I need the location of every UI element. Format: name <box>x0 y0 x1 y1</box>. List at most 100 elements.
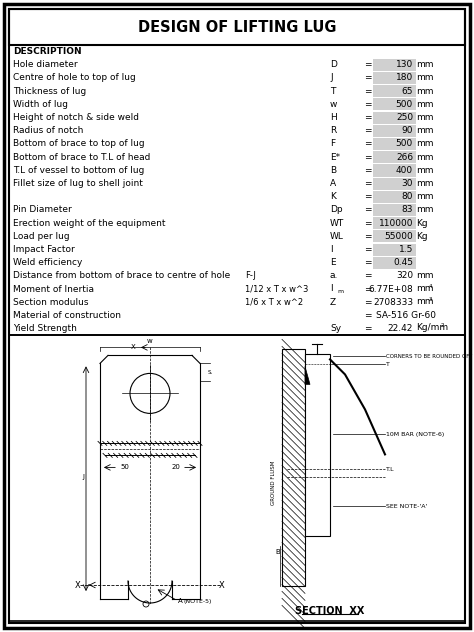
Bar <box>373 138 416 150</box>
Bar <box>373 191 416 203</box>
Text: 266: 266 <box>396 153 413 162</box>
Text: =: = <box>364 219 372 228</box>
Text: mm: mm <box>416 126 434 135</box>
Text: Z: Z <box>330 298 336 307</box>
Text: WT: WT <box>330 219 344 228</box>
Text: =: = <box>364 272 372 281</box>
Text: 55000: 55000 <box>384 232 413 241</box>
Bar <box>373 125 416 137</box>
Text: Distance from bottom of brace to centre of hole: Distance from bottom of brace to centre … <box>13 272 230 281</box>
Text: DESCRIPTION: DESCRIPTION <box>13 47 82 56</box>
Text: 400: 400 <box>396 166 413 175</box>
Text: R: R <box>330 126 336 135</box>
Text: SEE NOTE-'A': SEE NOTE-'A' <box>386 504 428 509</box>
Text: Hole diameter: Hole diameter <box>13 60 78 70</box>
Bar <box>282 349 305 586</box>
Text: X: X <box>75 581 81 590</box>
Text: Load per lug: Load per lug <box>13 232 70 241</box>
Text: mm: mm <box>416 166 434 175</box>
Text: 83: 83 <box>401 205 413 214</box>
Text: mm: mm <box>416 272 434 281</box>
Text: Material of construction: Material of construction <box>13 311 121 320</box>
Text: DESIGN OF LIFTING LUG: DESIGN OF LIFTING LUG <box>138 20 336 35</box>
Text: 130: 130 <box>396 60 413 70</box>
Text: T: T <box>386 362 390 367</box>
Bar <box>373 178 416 190</box>
Text: E*: E* <box>330 153 340 162</box>
Bar <box>373 85 416 97</box>
Text: A: A <box>330 179 336 188</box>
Text: =: = <box>364 87 372 95</box>
Text: mm: mm <box>416 73 434 83</box>
Text: Width of lug: Width of lug <box>13 100 68 109</box>
Bar <box>373 204 416 216</box>
Text: mm: mm <box>416 113 434 122</box>
Bar <box>373 243 416 256</box>
Text: Centre of hole to top of lug: Centre of hole to top of lug <box>13 73 136 83</box>
Bar <box>373 151 416 163</box>
Text: 0.45: 0.45 <box>393 258 413 267</box>
Text: 2: 2 <box>441 324 445 328</box>
Text: =: = <box>364 284 372 294</box>
Text: 90: 90 <box>401 126 413 135</box>
Text: =: = <box>364 192 372 202</box>
Text: mm: mm <box>416 205 434 214</box>
Text: 1/6 x T x w^2: 1/6 x T x w^2 <box>245 298 303 307</box>
Text: CORNERS TO BE ROUNDED OFF: CORNERS TO BE ROUNDED OFF <box>386 354 473 359</box>
Text: Impact Factor: Impact Factor <box>13 245 75 254</box>
Text: Erection weight of the equipment: Erection weight of the equipment <box>13 219 165 228</box>
Text: Section modulus: Section modulus <box>13 298 89 307</box>
Text: 80: 80 <box>401 192 413 202</box>
Text: A: A <box>178 598 183 604</box>
Text: =: = <box>364 60 372 70</box>
Text: mm: mm <box>416 100 434 109</box>
Text: 320: 320 <box>396 272 413 281</box>
Text: Sy: Sy <box>330 324 341 333</box>
Text: Height of notch & side weld: Height of notch & side weld <box>13 113 139 122</box>
Text: T.L: T.L <box>386 467 395 472</box>
Text: 20: 20 <box>171 465 180 470</box>
Text: =: = <box>364 166 372 175</box>
Text: K: K <box>330 192 336 202</box>
Text: Yield Strength: Yield Strength <box>13 324 77 333</box>
Text: =: = <box>364 179 372 188</box>
Bar <box>9 9 465 45</box>
Text: Thickness of lug: Thickness of lug <box>13 87 86 95</box>
Bar <box>373 164 416 176</box>
Text: J: J <box>82 474 84 480</box>
Text: (NOTE-5): (NOTE-5) <box>184 599 212 604</box>
Text: D: D <box>330 60 337 70</box>
Polygon shape <box>305 367 310 384</box>
Text: mm: mm <box>416 192 434 202</box>
Text: H: H <box>330 113 337 122</box>
Text: S.: S. <box>208 370 213 375</box>
Text: =: = <box>364 100 372 109</box>
Text: B: B <box>275 549 281 555</box>
Bar <box>373 111 416 124</box>
Bar <box>373 217 416 229</box>
Text: =: = <box>364 258 372 267</box>
Text: 2708333: 2708333 <box>373 298 413 307</box>
Bar <box>305 355 330 536</box>
Text: 250: 250 <box>396 113 413 122</box>
Text: =: = <box>364 153 372 162</box>
Text: w: w <box>147 338 153 344</box>
Text: 4: 4 <box>429 284 432 289</box>
Text: F-J: F-J <box>245 272 256 281</box>
Text: =: = <box>364 73 372 83</box>
Text: X: X <box>219 581 225 590</box>
Text: mm: mm <box>416 179 434 188</box>
Text: 1.5: 1.5 <box>399 245 413 254</box>
Text: F: F <box>330 140 335 149</box>
Bar <box>373 99 416 111</box>
Text: 180: 180 <box>396 73 413 83</box>
Text: mm: mm <box>416 140 434 149</box>
Text: SECTION  XX: SECTION XX <box>295 606 365 616</box>
Text: E: E <box>330 258 336 267</box>
Text: a.: a. <box>330 272 338 281</box>
Text: m: m <box>337 289 343 294</box>
Text: =: = <box>364 126 372 135</box>
Text: 1/12 x T x w^3: 1/12 x T x w^3 <box>245 284 309 294</box>
Text: mm: mm <box>416 87 434 95</box>
Text: Weld efficiency: Weld efficiency <box>13 258 82 267</box>
